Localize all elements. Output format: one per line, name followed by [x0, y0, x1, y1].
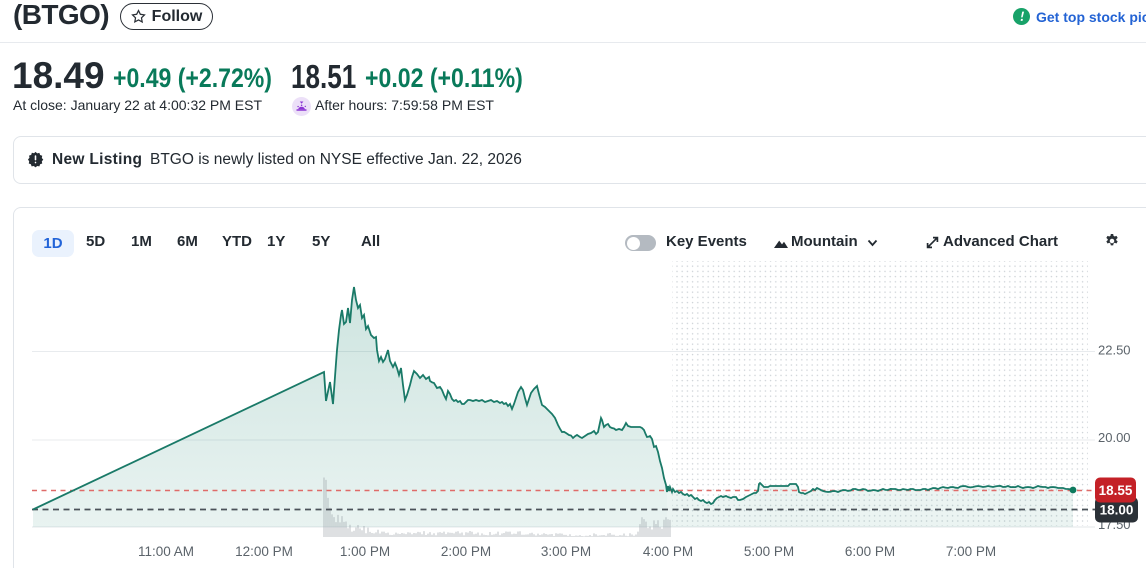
svg-text:22.50: 22.50: [1098, 343, 1131, 358]
svg-text:18.00: 18.00: [1100, 503, 1134, 518]
svg-text:1:00 PM: 1:00 PM: [340, 544, 390, 559]
svg-text:7:00 PM: 7:00 PM: [946, 544, 996, 559]
svg-text:20.00: 20.00: [1098, 430, 1131, 445]
svg-text:6:00 PM: 6:00 PM: [845, 544, 895, 559]
svg-text:5:00 PM: 5:00 PM: [744, 544, 794, 559]
svg-text:12:00 PM: 12:00 PM: [235, 544, 293, 559]
svg-text:11:00 AM: 11:00 AM: [138, 544, 194, 559]
svg-text:4:00 PM: 4:00 PM: [643, 544, 693, 559]
svg-text:18.55: 18.55: [1099, 483, 1133, 498]
svg-text:2:00 PM: 2:00 PM: [441, 544, 491, 559]
svg-text:3:00 PM: 3:00 PM: [541, 544, 591, 559]
